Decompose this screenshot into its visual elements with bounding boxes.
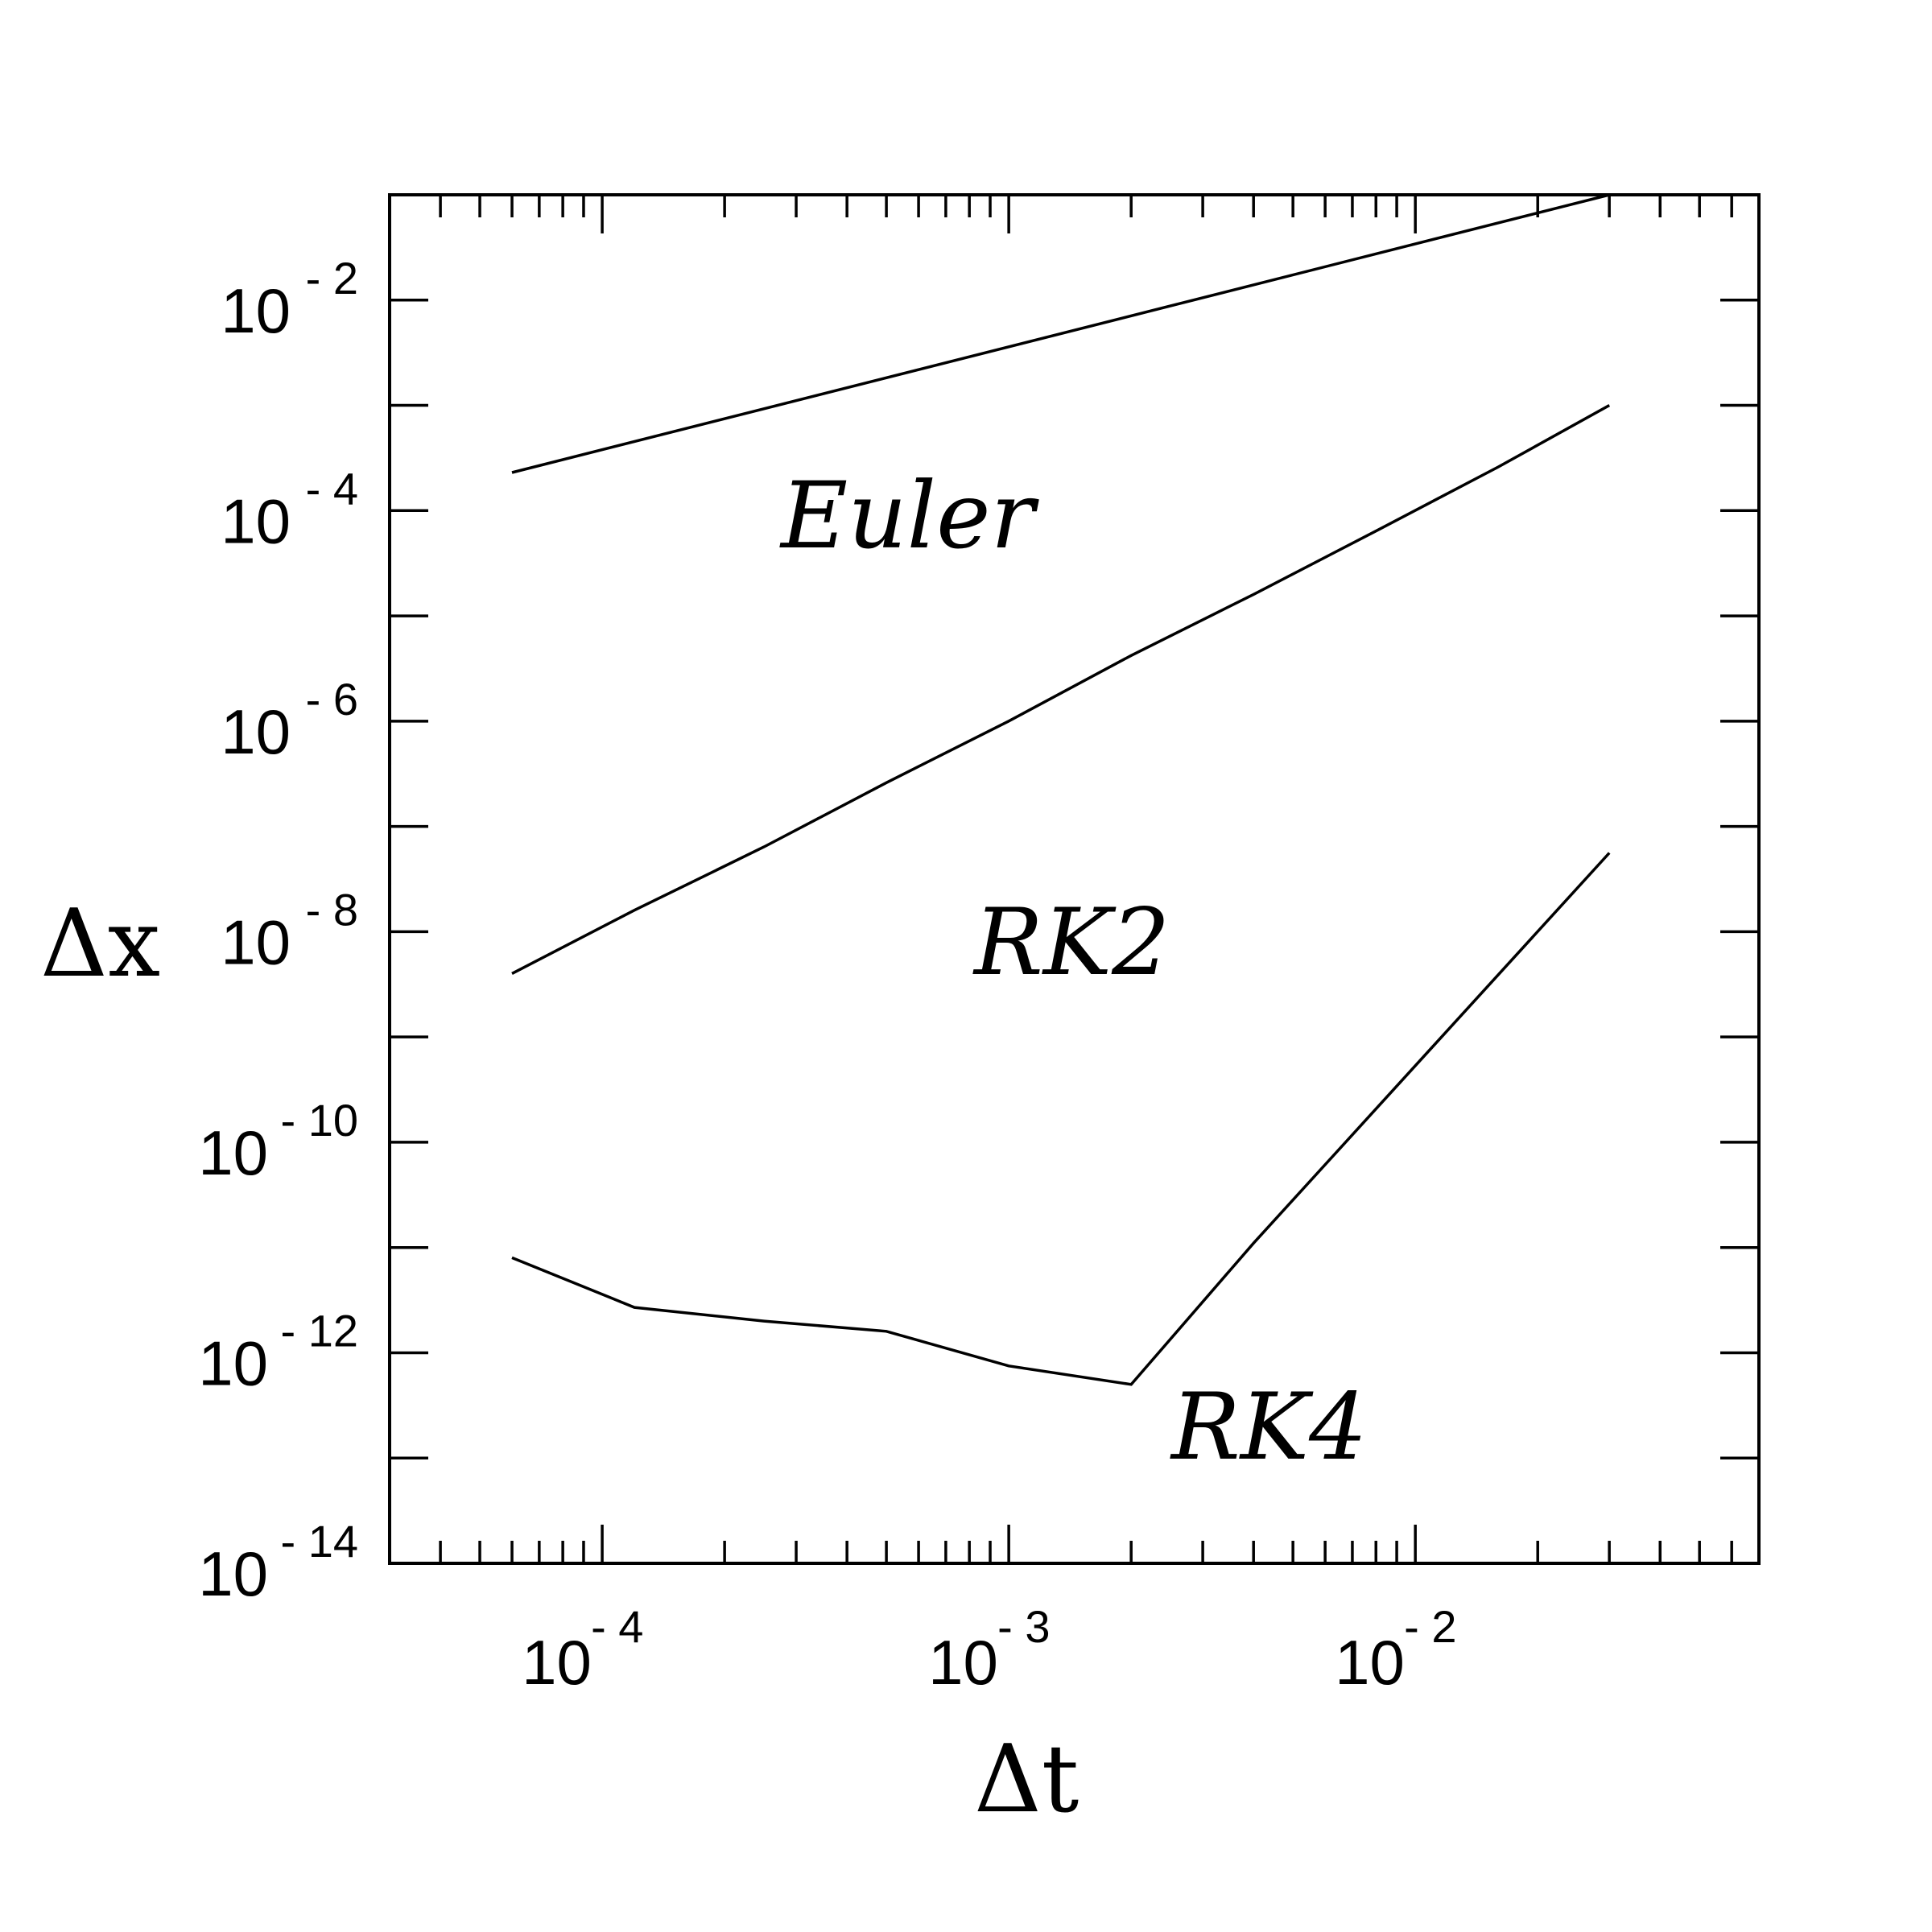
y-tick-label-exponent: - 10: [281, 1095, 359, 1146]
x-axis-label: Δt: [974, 1725, 1079, 1834]
series-line-rk2: [511, 403, 1611, 975]
series-layer: [511, 193, 1611, 1386]
x-tick-label-base: 10: [1335, 1627, 1405, 1698]
y-tick-label-exponent: - 2: [306, 253, 358, 303]
series-line-rk4: [511, 852, 1611, 1386]
series-label-rk2: RK2: [972, 889, 1170, 996]
y-tick-label: - 2 10: [221, 253, 358, 346]
x-tick-label: 10- 2: [1335, 1601, 1456, 1698]
x-tick-label-exponent: - 2: [1404, 1601, 1456, 1652]
y-tick-label: - 8 10: [221, 884, 358, 977]
ticks-layer: [388, 193, 1761, 1565]
y-tick-label: - 6 10: [221, 674, 358, 767]
x-tick-label-base: 10: [522, 1627, 592, 1698]
tick-labels-layer: 10- 410- 310- 2- 210- 410- 610- 810- 101…: [198, 253, 1456, 1698]
y-tick-label-exponent: - 6: [306, 674, 358, 724]
y-tick-label-base: 10: [221, 696, 291, 767]
y-tick-label: - 10 10: [198, 1095, 358, 1188]
y-tick-label-exponent: - 12: [281, 1305, 359, 1356]
x-tick-label-exponent: - 4: [591, 1601, 643, 1652]
series-label-rk4: RK4: [1170, 1373, 1368, 1480]
y-tick-label-base: 10: [198, 1327, 268, 1398]
series-line-euler: [511, 193, 1610, 474]
y-tick-label: - 12 10: [198, 1305, 358, 1398]
y-axis-label: Δx: [40, 890, 160, 998]
y-tick-label-base: 10: [221, 485, 291, 556]
y-tick-label-exponent: - 8: [306, 884, 358, 935]
x-tick-label-exponent: - 3: [997, 1601, 1050, 1652]
x-tick-label: 10- 3: [928, 1601, 1050, 1698]
x-tick-label-base: 10: [928, 1627, 998, 1698]
plot-frame: [388, 193, 1761, 1565]
y-tick-label-exponent: - 14: [281, 1516, 359, 1567]
series-label-euler: Euler: [779, 462, 1040, 569]
y-tick-label-exponent: - 4: [306, 463, 358, 514]
y-tick-label-base: 10: [198, 1117, 268, 1188]
y-tick-label-base: 10: [221, 275, 291, 346]
y-tick-label: - 14 10: [198, 1516, 358, 1609]
y-tick-label-base: 10: [198, 1538, 268, 1609]
y-tick-label-base: 10: [221, 906, 291, 977]
y-tick-label: - 4 10: [221, 463, 358, 556]
x-tick-label: 10- 4: [522, 1601, 643, 1698]
